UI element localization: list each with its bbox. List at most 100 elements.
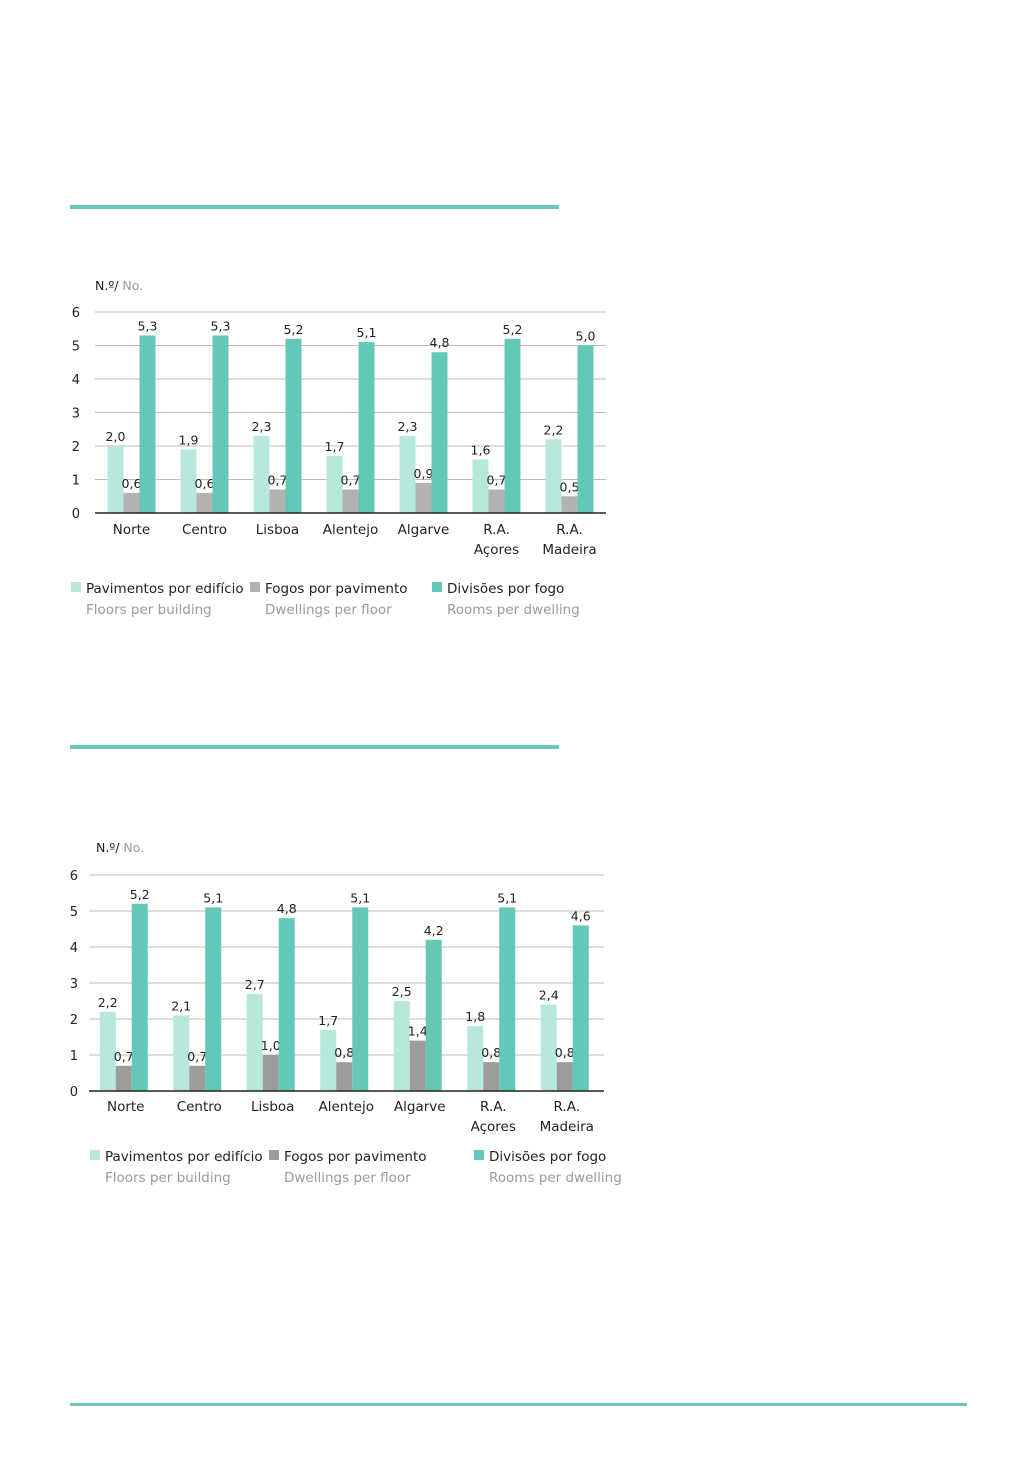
category-label: Norte <box>113 522 151 538</box>
category-label: Lisboa <box>256 522 299 538</box>
y-unit-label: N.º/ No. <box>96 840 144 855</box>
data-label: 5,3 <box>211 318 231 333</box>
bar <box>262 1055 279 1091</box>
category-label: R.A. <box>556 522 582 538</box>
legend-label: Divisões por fogo <box>489 1149 606 1165</box>
category-label: Açores <box>474 542 519 558</box>
legend-label: Divisões por fogo <box>447 581 564 597</box>
data-label: 1,8 <box>465 1009 485 1024</box>
category-label: R.A. <box>480 1099 506 1115</box>
legend-swatch <box>90 1150 100 1160</box>
bar <box>540 1004 557 1091</box>
legend-swatch <box>474 1150 484 1160</box>
bar <box>431 352 448 513</box>
data-label: 4,2 <box>424 923 444 938</box>
data-label: 5,1 <box>203 890 223 905</box>
data-label: 5,2 <box>130 887 150 902</box>
bar <box>467 1026 484 1091</box>
bar <box>123 492 140 513</box>
data-label: 1,9 <box>179 432 199 447</box>
bar <box>246 993 263 1091</box>
data-label: 2,4 <box>539 988 559 1003</box>
category-label: R.A. <box>483 522 509 538</box>
y-unit-pt: N.º/ <box>96 840 120 855</box>
category-label: Alentejo <box>323 522 378 538</box>
y-tick-label: 6 <box>72 306 80 321</box>
bar <box>320 1029 337 1091</box>
bar <box>358 342 375 513</box>
y-tick-label: 2 <box>70 1013 78 1028</box>
data-label: 0,7 <box>341 473 361 488</box>
legend-swatch <box>269 1150 279 1160</box>
data-label: 5,0 <box>576 329 596 344</box>
y-tick-label: 6 <box>70 869 78 884</box>
category-label: Lisboa <box>251 1099 294 1115</box>
y-tick-label: 4 <box>70 941 78 956</box>
data-label: 0,6 <box>195 476 215 491</box>
bar <box>131 903 148 1091</box>
data-label: 1,4 <box>408 1024 428 1039</box>
section-rule-middle <box>70 745 559 749</box>
category-label: Açores <box>471 1119 516 1135</box>
bar <box>488 489 505 513</box>
bar <box>352 907 369 1091</box>
y-unit-en: No. <box>119 840 144 855</box>
category-label: Madeira <box>542 542 596 558</box>
bar <box>472 459 489 513</box>
legend-swatch <box>432 582 442 592</box>
data-label: 2,7 <box>245 977 265 992</box>
category-label: Norte <box>107 1099 145 1115</box>
data-label: 0,7 <box>187 1049 207 1064</box>
bar <box>409 1040 426 1091</box>
bar <box>393 1001 410 1091</box>
data-label: 5,1 <box>357 325 377 340</box>
data-label: 5,3 <box>138 318 158 333</box>
bar <box>545 439 562 513</box>
data-label: 1,7 <box>325 439 345 454</box>
data-label: 5,2 <box>503 322 523 337</box>
bar <box>425 939 442 1091</box>
bar <box>107 446 124 513</box>
bar <box>285 338 302 513</box>
bar <box>572 925 589 1091</box>
y-tick-label: 3 <box>70 977 78 992</box>
data-label: 2,0 <box>106 429 126 444</box>
bar <box>499 907 516 1091</box>
bar <box>336 1062 353 1091</box>
footer-rule <box>70 1403 967 1406</box>
bar <box>577 345 594 513</box>
data-label: 0,7 <box>268 473 288 488</box>
y-unit-pt: N.º/ <box>95 278 119 293</box>
data-label: 5,2 <box>284 322 304 337</box>
data-label: 0,6 <box>122 476 142 491</box>
bar <box>342 489 359 513</box>
data-label: 2,1 <box>171 998 191 1013</box>
data-label: 0,8 <box>555 1045 575 1060</box>
category-label: Centro <box>177 1099 222 1115</box>
legend-label-en: Floors per building <box>86 602 212 618</box>
y-tick-label: 3 <box>72 407 80 422</box>
data-label: 4,8 <box>277 901 297 916</box>
y-tick-label: 1 <box>70 1049 78 1064</box>
bar <box>269 489 286 513</box>
bar <box>212 335 229 513</box>
data-label: 1,6 <box>471 442 491 457</box>
data-label: 0,7 <box>487 473 507 488</box>
data-label: 0,9 <box>414 466 434 481</box>
data-label: 2,3 <box>398 419 418 434</box>
bar <box>278 918 295 1091</box>
data-label: 2,2 <box>98 995 118 1010</box>
category-label: Alentejo <box>319 1099 374 1115</box>
y-unit-en: No. <box>118 278 143 293</box>
data-label: 0,8 <box>334 1045 354 1060</box>
y-tick-label: 2 <box>72 440 80 455</box>
legend-label: Fogos por pavimento <box>265 581 408 597</box>
data-label: 0,7 <box>114 1049 134 1064</box>
y-unit-label: N.º/ No. <box>95 278 143 293</box>
legend-label: Pavimentos por edifício <box>86 581 244 597</box>
legend-swatch <box>71 582 81 592</box>
bar <box>253 435 270 513</box>
y-tick-label: 0 <box>70 1085 78 1100</box>
legend-swatch <box>250 582 260 592</box>
